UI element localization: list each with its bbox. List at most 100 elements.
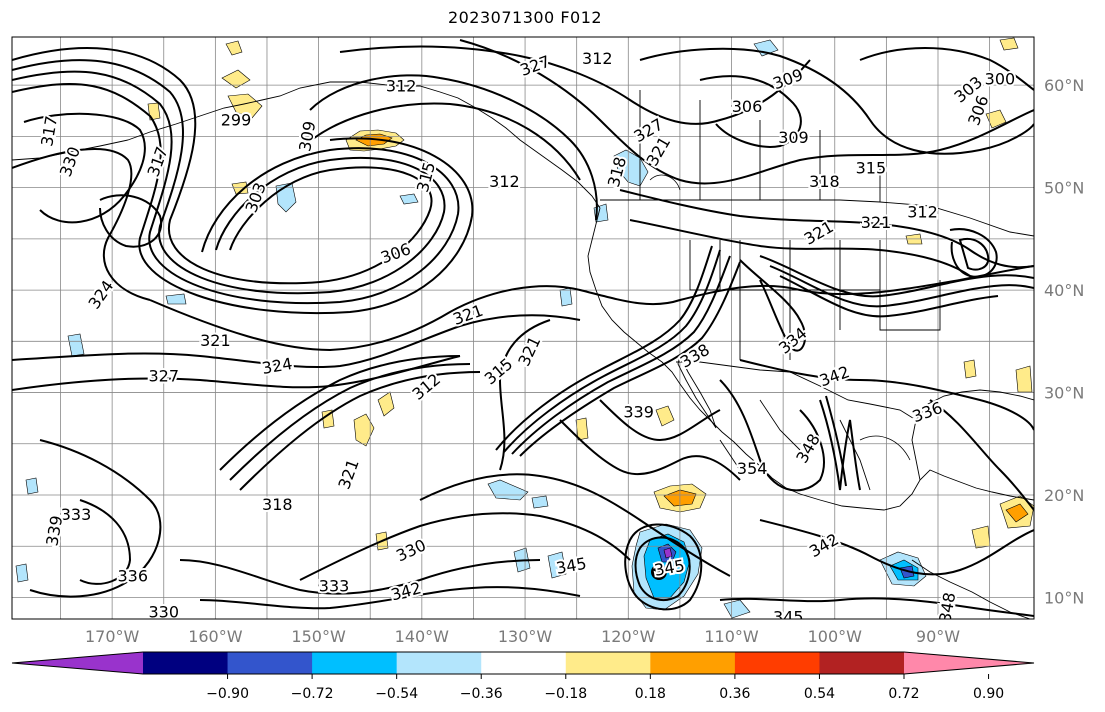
lon-tick-label: 170°W [85,627,140,646]
colorbar-swatch [143,652,229,674]
contour-label: 321 [200,331,231,350]
coastline-gulf [911,389,1034,481]
contour-line [12,47,433,285]
contour-line [339,45,811,125]
contour-label: 312 [386,77,417,96]
colorbar-swatch [565,652,651,674]
shade-patch [227,93,263,119]
contour-line [639,47,1034,155]
shade-patch [1005,503,1029,523]
contour-label: 318 [262,495,293,514]
contour-line [949,228,998,278]
colorbar-tick-label: −0.90 [206,686,249,702]
colorbar-tick-label: 0.54 [804,686,835,702]
contour-line [769,265,1034,308]
contour-line [619,189,1034,269]
thin-contours [649,174,911,461]
contour-label: 345 [773,607,804,626]
contour-label: 312 [489,172,520,191]
contour-label: 309 [778,128,809,147]
map-background [12,37,1034,619]
contour-line [12,314,581,369]
contour-line [699,75,802,148]
shade-patch [575,417,589,441]
contour-label: 318 [809,172,840,191]
contour-line [495,245,713,451]
contour-line [23,112,146,224]
colorbar-tick-label: 0.18 [635,686,666,702]
contour-line [559,419,741,481]
shade-patch [963,359,977,379]
contour-line [79,499,132,585]
contour-line [719,379,825,492]
contour-line [229,363,471,481]
storm-center-marker [651,564,667,580]
colorbar-tick-label: −0.36 [460,686,503,702]
colorbar-swatch [650,652,736,674]
colorbar-swatch [481,652,567,674]
contour-line [179,559,541,595]
latitude-ticks: 10°N 20°N 30°N 40°N 50°N 60°N [1044,76,1084,607]
lon-tick-label: 110°W [704,627,759,646]
shade-patch [531,495,549,509]
contour-label: 315 [856,159,887,178]
contour-line [12,59,446,295]
contour-line [12,70,460,305]
contour-line [599,399,721,442]
shade-patch [225,40,243,56]
contour-label: 333 [61,505,92,524]
colorbar-tick-label: −0.54 [375,686,418,702]
border-canada-prov [639,90,881,202]
colorbar-outline [11,651,1035,675]
contour-label: 321 [861,213,892,232]
contour-line [511,255,731,455]
contour-line [299,102,581,181]
contour-line [819,399,861,491]
shade-patch [25,477,39,495]
shade-patch [655,405,675,427]
contour-line [958,238,990,271]
map-frame [11,36,1035,620]
contour-line [719,597,1034,617]
contour-label: 312 [582,49,613,68]
contour-line [739,259,806,352]
contour-label: 354 [737,459,768,478]
border-us-mexico [676,361,917,421]
contour-line [12,148,151,301]
longitude-ticks: 170°W 160°W 150°W 140°W 130°W 120°W 110°W 100°W… [85,627,960,646]
lon-tick-label: 160°W [188,627,243,646]
contour-line [634,536,691,602]
lon-tick-label: 100°W [808,627,863,646]
map-title: 2023071300 F012 [447,8,603,27]
contour-label: 336 [118,566,149,585]
lat-tick-label: 50°N [1044,179,1084,198]
shade-patch [321,409,335,429]
lat-tick-label: 60°N [1044,76,1084,95]
colorbar-swatch [734,652,820,674]
contour-line [929,399,1034,511]
contour-line [29,439,162,598]
lon-tick-label: 120°W [601,627,656,646]
contour-line [12,83,474,315]
shade-patch [221,69,251,89]
colorbar-labels: −0.90 −0.72 −0.54 −0.36 −0.18 0.18 0.36 0.54 0.7… [206,674,1004,702]
thin-contour [859,435,911,461]
colorbar-tick-label: 0.36 [719,686,750,702]
colorbar-swatch [312,652,398,674]
shade-patch [663,547,673,559]
contour-label: 327 [148,367,179,386]
contour-label: 339 [623,403,654,422]
graticule [12,37,1034,619]
colorbar-extend-high [904,652,1034,674]
lat-tick-label: 20°N [1044,486,1084,505]
colorbar-extend-low [12,652,143,674]
contour-line [859,47,1034,91]
contour-line [759,519,1034,576]
contour-line [503,249,721,453]
border-us-canada [600,199,1034,237]
lon-tick-label: 130°W [498,627,553,646]
height-contours [12,39,1034,617]
shade-patch [723,599,751,619]
thin-contour [649,174,681,191]
